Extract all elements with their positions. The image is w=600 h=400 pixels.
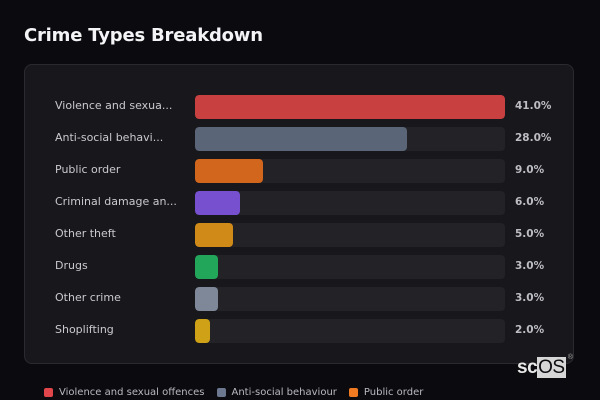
- logo-sc: sc: [517, 357, 538, 378]
- bar-row: Shoplifting 2.0%: [25, 319, 573, 343]
- bar-track: [195, 95, 505, 119]
- legend-item[interactable]: Violence and sexual offences: [44, 387, 205, 398]
- legend: Violence and sexual offences Anti-social …: [44, 387, 423, 398]
- bar-row: Other crime 3.0%: [25, 287, 573, 311]
- bar-value: 5.0%: [515, 228, 545, 240]
- bar-label: Shoplifting: [55, 323, 114, 336]
- chart-title: Crime Types Breakdown: [24, 25, 263, 46]
- bar-row: Public order 9.0%: [25, 159, 573, 183]
- bar-fill: [195, 223, 233, 247]
- bar-fill: [195, 319, 211, 343]
- bar-track: [195, 127, 505, 151]
- bar-track: [195, 287, 505, 311]
- bar-label: Public order: [55, 163, 121, 176]
- bar-track: [195, 159, 505, 183]
- bar-fill: [195, 159, 264, 183]
- bar-value: 28.0%: [515, 132, 552, 144]
- registered-mark: ®: [567, 354, 573, 361]
- bar-fill: [195, 127, 407, 151]
- legend-item[interactable]: Anti-social behaviour: [216, 387, 337, 398]
- bar-row: Violence and sexua... 41.0%: [25, 95, 573, 119]
- bar-row: Drugs 3.0%: [25, 255, 573, 279]
- bar-value: 6.0%: [515, 196, 545, 208]
- bar-track: [195, 191, 505, 215]
- scos-logo: scOS ®: [517, 354, 573, 379]
- bar-label: Other crime: [55, 291, 121, 304]
- bar-label: Drugs: [55, 259, 88, 272]
- legend-label: Public order: [363, 387, 424, 398]
- bar-fill: [195, 255, 218, 279]
- bar-fill: [195, 287, 218, 311]
- bar-label: Violence and sexua...: [55, 99, 173, 112]
- bar-label: Other theft: [55, 227, 116, 240]
- legend-swatch-icon: [348, 388, 358, 397]
- bar-value: 9.0%: [515, 164, 545, 176]
- bar-fill: [195, 191, 241, 215]
- bar-track: [195, 319, 505, 343]
- legend-label: Violence and sexual offences: [59, 387, 205, 398]
- bar-label: Anti-social behavi...: [55, 131, 164, 144]
- bar-row: Criminal damage an... 6.0%: [25, 191, 573, 215]
- bar-row: Other theft 5.0%: [25, 223, 573, 247]
- legend-item[interactable]: Public order: [348, 387, 424, 398]
- bar-value: 41.0%: [515, 100, 552, 112]
- legend-swatch-icon: [44, 388, 53, 397]
- chart-panel: Violence and sexua... 41.0% Anti-social be…: [24, 64, 574, 364]
- bar-value: 2.0%: [515, 324, 545, 336]
- bar-track: [195, 223, 505, 247]
- bar-value: 3.0%: [515, 292, 545, 304]
- bar-row: Anti-social behavi... 28.0%: [25, 127, 573, 151]
- legend-label: Anti-social behaviour: [231, 387, 337, 398]
- logo-os: OS: [537, 357, 566, 378]
- bar-label: Criminal damage an...: [55, 195, 177, 208]
- bar-value: 3.0%: [515, 260, 545, 272]
- bar-fill: [195, 95, 505, 119]
- legend-swatch-icon: [216, 388, 226, 397]
- bar-track: [195, 255, 505, 279]
